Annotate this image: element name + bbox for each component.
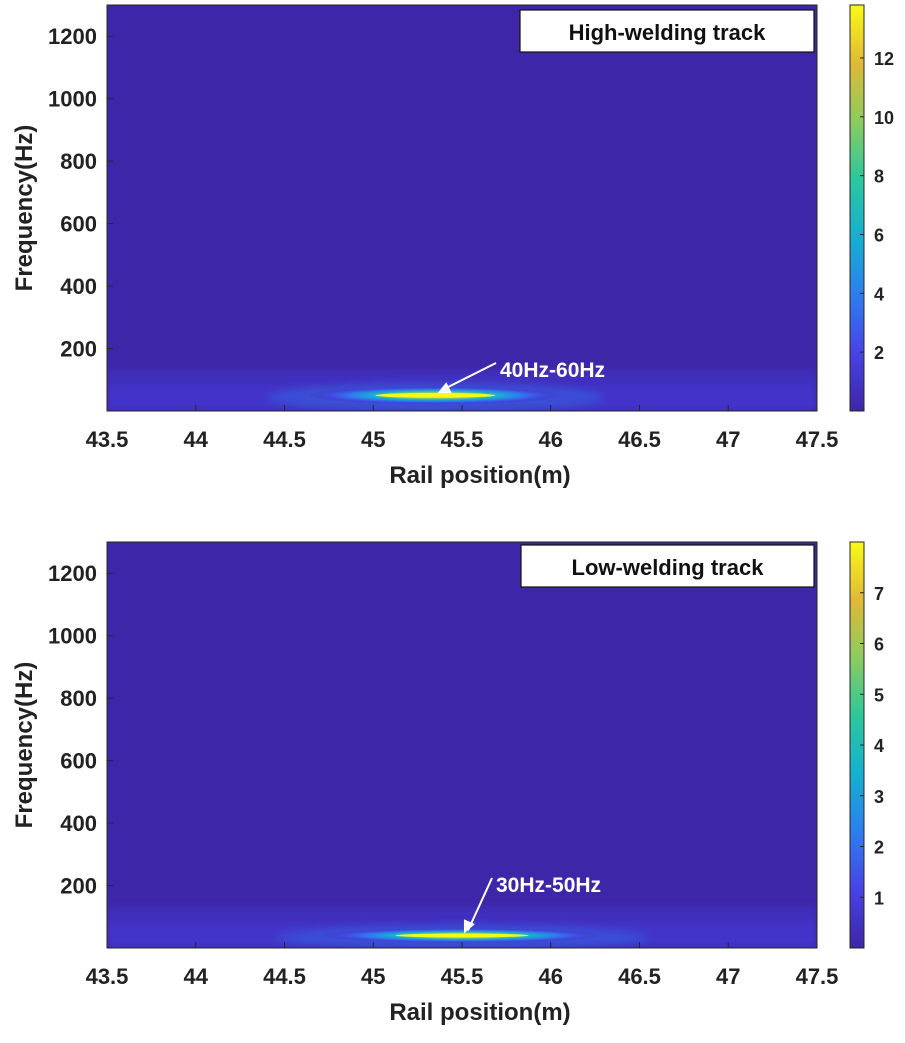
colorbar-gradient: [849, 4, 865, 412]
x-tick-label: 46: [539, 427, 563, 452]
x-tick-label: 44.5: [263, 427, 306, 452]
colorbar-tick-label: 7: [874, 584, 884, 604]
y-tick-label: 600: [60, 212, 97, 237]
colorbar-tick-label: 2: [874, 838, 884, 858]
track-label: Low-welding track: [572, 555, 765, 580]
peak-annotation-arrow-shaft: [467, 877, 493, 931]
peak-annotation-text: 40Hz-60Hz: [500, 359, 605, 382]
y-tick-label: 800: [60, 686, 97, 711]
x-tick-label: 46: [539, 964, 563, 989]
colorbar-tick-label: 12: [874, 49, 894, 69]
x-tick-label: 47.5: [796, 427, 839, 452]
x-tick-label: 45: [361, 964, 385, 989]
colorbar-tick-label: 5: [874, 685, 884, 705]
chart-panel-2: 43.5 44 44.5 45 45.5 46 46.5 47 47.5200400600800…: [11, 541, 884, 1026]
x-tick-label: 46.5: [618, 427, 661, 452]
y-axis-label: Frequency(Hz): [11, 662, 38, 829]
x-tick-label: 44: [184, 964, 209, 989]
y-tick-label: 1000: [48, 624, 97, 649]
y-tick-label: 1200: [48, 561, 97, 586]
colorbar-tick-label: 3: [874, 787, 884, 807]
peak-annotation-text: 30Hz-50Hz: [496, 874, 601, 897]
y-tick-label: 1000: [48, 87, 97, 112]
track-label: High-welding track: [569, 20, 767, 45]
colorbar-tick-label: 10: [874, 108, 894, 128]
x-tick-label: 45.5: [441, 427, 484, 452]
peak-annotation-arrow-shaft: [440, 362, 497, 392]
colorbar-tick-label: 1: [874, 888, 884, 908]
y-tick-label: 200: [60, 337, 97, 362]
colorbar-tick-label: 8: [874, 167, 884, 187]
x-tick-label: 43.5: [86, 964, 129, 989]
x-tick-label: 46.5: [618, 964, 661, 989]
x-tick-label: 47: [716, 964, 740, 989]
y-tick-label: 600: [60, 749, 97, 774]
track-label-box: [520, 544, 815, 588]
x-tick-label: 43.5: [86, 427, 129, 452]
chart-panel-1: 43.5 44 44.5 45 45.5 46 46.5 47 47.5200400600800…: [11, 4, 894, 489]
y-tick-label: 200: [60, 874, 97, 899]
y-tick-label: 800: [60, 149, 97, 174]
x-tick-label: 44: [184, 427, 209, 452]
heatmap-background: [107, 542, 817, 948]
colorbar-tick-label: 4: [874, 736, 884, 756]
y-tick-label: 400: [60, 811, 97, 836]
heatmap-background: [107, 5, 817, 411]
colorbar-tick-label: 6: [874, 635, 884, 655]
peak-annotation-arrowhead: [437, 382, 452, 394]
x-tick-label: 45.5: [441, 964, 484, 989]
x-axis-label: Rail position(m): [389, 999, 570, 1026]
colorbar-tick-label: 2: [874, 343, 884, 363]
colorbar: 1 2 3 4 5 6 7: [849, 541, 884, 949]
peak-annotation-arrowhead: [463, 919, 475, 934]
peak-maximum: [395, 933, 529, 938]
x-tick-label: 47: [716, 427, 740, 452]
x-tick-label: 45: [361, 427, 385, 452]
x-tick-label: 47.5: [796, 964, 839, 989]
colorbar-tick-label: 6: [874, 225, 884, 245]
peak-maximum: [375, 392, 496, 398]
heatmap-field: [107, 370, 817, 411]
x-axis-label: Rail position(m): [389, 462, 570, 489]
y-axis-label: Frequency(Hz): [11, 125, 38, 292]
track-label-box: [519, 9, 815, 53]
colorbar-tick-label: 4: [874, 284, 884, 304]
x-tick-label: 44.5: [263, 964, 306, 989]
y-tick-label: 1200: [48, 24, 97, 49]
y-tick-label: 400: [60, 274, 97, 299]
colorbar: 2 4 6 8 10 12: [849, 4, 894, 412]
